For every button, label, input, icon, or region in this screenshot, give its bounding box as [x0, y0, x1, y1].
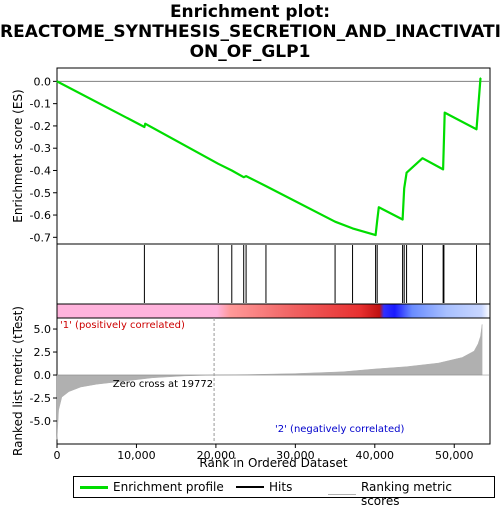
- metric-ytick-label: 5.0: [34, 323, 52, 336]
- title-line-3: ON_OF_GLP1: [189, 42, 311, 62]
- es-point: [374, 234, 377, 236]
- metric-ytick-label: 0.0: [34, 369, 52, 382]
- negative-correlation-label: '2' (negatively correlated): [275, 424, 404, 435]
- legend: Enrichment profile Hits Ranking metric s…: [73, 476, 495, 508]
- es-point: [231, 169, 233, 172]
- metric-ylabel: Ranked list metric (tTest): [11, 306, 25, 456]
- metric-panel-frame: [56, 317, 491, 445]
- legend-label-enrichment-profile: Enrichment profile: [113, 480, 224, 494]
- metric-ytick-label: -5.0: [30, 415, 51, 428]
- metric-xtick-label: 30,000: [276, 449, 315, 462]
- legend-swatch-enrichment-profile: [80, 485, 108, 489]
- legend-item-enrichment-profile: Enrichment profile: [80, 480, 224, 494]
- legend-label-ranking-metric: Ranking metric scores: [360, 480, 452, 508]
- metric-xtick-label: 10,000: [117, 449, 156, 462]
- es-ytick-label: -0.5: [30, 187, 51, 200]
- es-point: [334, 221, 336, 223]
- es-point: [243, 176, 245, 178]
- es-point: [378, 206, 380, 208]
- es-point: [143, 126, 145, 128]
- metric-xlabel: Rank in Ordered Dataset: [199, 456, 347, 470]
- metric-xtick-label: 50,000: [435, 449, 474, 462]
- es-point: [479, 77, 482, 79]
- metric-ytick-label: 2.5: [34, 346, 52, 359]
- es-ytick-label: -0.2: [30, 120, 51, 133]
- legend-swatch-ranking-metric: [328, 493, 356, 495]
- es-point: [442, 168, 444, 170]
- es-ytick-label: -0.3: [30, 142, 51, 155]
- es-point: [351, 227, 354, 230]
- es-curve: [56, 77, 482, 237]
- es-point: [245, 175, 247, 177]
- es-ytick-label: 0.0: [34, 75, 52, 88]
- legend-label-hits: Hits: [269, 480, 293, 494]
- es-point: [144, 123, 146, 125]
- ranked-color-band: [56, 303, 491, 319]
- es-point: [56, 80, 58, 82]
- es-ylabel: Enrichment score (ES): [11, 89, 25, 222]
- hits-panel-frame: [56, 243, 491, 305]
- title-line-1: Enrichment plot:: [169, 2, 331, 22]
- legend-item-hits: Hits: [236, 480, 292, 494]
- es-ytick-label: -0.4: [30, 164, 51, 177]
- es-ytick-label: -0.1: [30, 98, 51, 111]
- es-point: [403, 187, 405, 189]
- es-point: [405, 172, 408, 174]
- es-point: [444, 111, 446, 114]
- zero-cross-label: Zero cross at 19772: [113, 379, 213, 390]
- legend-swatch-hits: [236, 486, 264, 488]
- legend-item-ranking-metric: Ranking metric scores: [328, 480, 494, 508]
- metric-ytick-label: -2.5: [30, 392, 51, 405]
- es-point: [402, 218, 404, 221]
- metric-xtick-label: 0: [54, 449, 61, 462]
- title-line-2: REACTOME_SYNTHESIS_SECRETION_AND_INACTIV…: [0, 22, 500, 42]
- es-ytick-label: -0.6: [30, 209, 51, 222]
- es-point: [475, 128, 478, 130]
- metric-xtick-label: 20,000: [197, 449, 236, 462]
- es-point: [376, 220, 378, 222]
- es-point: [265, 185, 267, 187]
- es-point: [217, 163, 219, 165]
- es-panel-frame: [56, 67, 491, 245]
- es-point: [443, 140, 445, 143]
- chart-title: Enrichment plot: REACTOME_SYNTHESIS_SECR…: [0, 2, 500, 62]
- es-ytick-label: -0.7: [30, 231, 51, 244]
- positive-correlation-label: '1' (positively correlated): [60, 320, 185, 331]
- metric-xtick-label: 40,000: [356, 449, 395, 462]
- es-point: [421, 157, 424, 159]
- enrichment-plot: 0.0 -0.1 -0.2 -0.3 -0.4 -0.5 -0.6 -0.7 Enrichmen…: [11, 67, 491, 470]
- metric-area: [56, 324, 483, 440]
